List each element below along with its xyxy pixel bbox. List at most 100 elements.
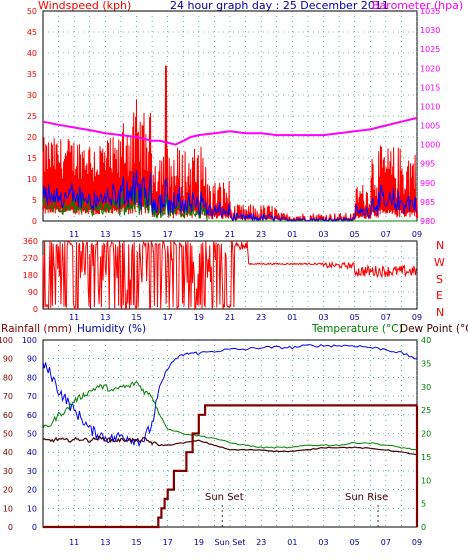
dir-x-tick-label: 05 bbox=[350, 313, 360, 322]
wind-tick-label: 50 bbox=[27, 7, 37, 16]
rain-tick-label: 80 bbox=[3, 373, 13, 382]
baro-axis-title: Barometer (hpa) bbox=[372, 0, 463, 12]
rain-tick-label: 50 bbox=[3, 430, 13, 439]
compass-e: E bbox=[436, 289, 443, 302]
baro-tick-label: 995 bbox=[420, 160, 435, 169]
baro-tick-label: 1010 bbox=[420, 102, 440, 111]
dir-x-tick-label: 11 bbox=[69, 313, 79, 322]
barometer-series bbox=[42, 116, 418, 146]
wind-x-tick-label: 19 bbox=[194, 230, 204, 239]
humidity-tick-label: 100 bbox=[22, 336, 37, 345]
rain-tick-label: 30 bbox=[3, 467, 13, 476]
dewpoint-line bbox=[42, 435, 418, 456]
humidity-axis-title: Humidity (%) bbox=[77, 323, 146, 335]
compass-n-bottom: N bbox=[436, 306, 444, 319]
wind-tick-label: 15 bbox=[27, 154, 37, 163]
wind-x-tick-label: 13 bbox=[100, 230, 110, 239]
wind-x-tick-label: 21 bbox=[225, 230, 235, 239]
temp-tick-label: 20 bbox=[421, 430, 431, 439]
wind-average-line bbox=[42, 169, 418, 223]
rain-tick-label: 60 bbox=[3, 411, 13, 420]
wind-tick-label: 30 bbox=[27, 91, 37, 100]
baro-tick-label: 990 bbox=[420, 179, 435, 188]
wind-direction-line bbox=[42, 240, 417, 311]
temp-tick-label: 35 bbox=[421, 359, 431, 368]
baro-tick-label: 1015 bbox=[420, 83, 440, 92]
temp-series-layer bbox=[42, 343, 419, 529]
temp-x-tick-label: 23 bbox=[256, 538, 266, 547]
sunrise-annotation: Sun Rise bbox=[345, 492, 388, 503]
dir-x-tick-label: 03 bbox=[318, 313, 328, 322]
temp-tick-label: 40 bbox=[421, 336, 431, 345]
temp-x-tick-label: 07 bbox=[381, 538, 391, 547]
dir-x-tick-label: 19 bbox=[194, 313, 204, 322]
baro-tick-label: 1030 bbox=[420, 26, 440, 35]
temp-x-tick-label: 05 bbox=[350, 538, 360, 547]
wind-tick-label: 45 bbox=[27, 28, 37, 37]
temp-x-tick-label: Sun Set bbox=[215, 538, 246, 547]
baro-tick-label: 1035 bbox=[420, 7, 440, 16]
dir-x-tick-label: 09 bbox=[412, 313, 422, 322]
wind-tick-label: 35 bbox=[27, 70, 37, 79]
rain-tick-label: 70 bbox=[3, 392, 13, 401]
humidity-tick-label: 0 bbox=[32, 523, 37, 532]
wind-tick-label: 10 bbox=[27, 175, 37, 184]
temperature-axis-title: Temperature (°C) bbox=[311, 323, 403, 335]
dir-tick-label: 180 bbox=[23, 271, 38, 280]
humidity-tick-label: 60 bbox=[27, 411, 37, 420]
dir-x-tick-label: 07 bbox=[381, 313, 391, 322]
temp-x-tick-label: 15 bbox=[131, 538, 141, 547]
humidity-tick-label: 10 bbox=[27, 504, 37, 513]
temp-x-tick-label: 11 bbox=[69, 538, 79, 547]
wind-x-tick-label: 23 bbox=[256, 230, 266, 239]
dir-x-tick-label: 15 bbox=[131, 313, 141, 322]
direction-series bbox=[42, 240, 417, 311]
rain-tick-label: 10 bbox=[3, 504, 13, 513]
baro-tick-label: 1000 bbox=[420, 141, 440, 150]
humidity-tick-label: 70 bbox=[27, 392, 37, 401]
rain-tick-label: 90 bbox=[3, 355, 13, 364]
wind-tick-label: 25 bbox=[27, 112, 37, 121]
dir-tick-label: 0 bbox=[33, 305, 38, 314]
compass-s: S bbox=[436, 273, 443, 286]
temp-tick-label: 10 bbox=[421, 476, 431, 485]
wind-x-tick-label: 15 bbox=[131, 230, 141, 239]
compass-w: W bbox=[434, 256, 445, 269]
wind-x-tick-label: 01 bbox=[287, 230, 297, 239]
humidity-line bbox=[42, 343, 417, 448]
wind-x-tick-label: 09 bbox=[412, 230, 422, 239]
dir-x-tick-label: 21 bbox=[225, 313, 235, 322]
humidity-tick-label: 50 bbox=[27, 430, 37, 439]
dir-tick-label: 270 bbox=[23, 254, 38, 263]
temp-x-tick-label: 01 bbox=[287, 538, 297, 547]
dir-tick-label: 90 bbox=[28, 288, 38, 297]
baro-tick-label: 1020 bbox=[420, 64, 440, 73]
temp-tick-label: 25 bbox=[421, 406, 431, 415]
wind-green-line bbox=[42, 182, 417, 222]
direction-panel bbox=[42, 240, 418, 310]
rain-tick-label: 100 bbox=[0, 336, 13, 345]
temp-tick-label: 30 bbox=[421, 383, 431, 392]
baro-tick-label: 1005 bbox=[420, 122, 440, 131]
wind-x-tick-label: 07 bbox=[381, 230, 391, 239]
wind-axis-title: Windspeed (kph) bbox=[38, 0, 131, 12]
temp-x-tick-label: 09 bbox=[412, 538, 422, 547]
wind-x-tick-label: 11 bbox=[69, 230, 79, 239]
humidity-tick-label: 90 bbox=[27, 355, 37, 364]
sunset-annotation: Sun Set bbox=[205, 492, 244, 503]
dewpoint-axis-title: Dew Point (°C) bbox=[400, 323, 468, 335]
temp-x-tick-label: 13 bbox=[100, 538, 110, 547]
humidity-tick-label: 40 bbox=[27, 448, 37, 457]
wind-tick-label: 0 bbox=[32, 217, 37, 226]
dir-x-tick-label: 23 bbox=[256, 313, 266, 322]
compass-n-top: N bbox=[436, 239, 444, 252]
temp-tick-label: 5 bbox=[421, 500, 426, 509]
rain-tick-label: 20 bbox=[3, 486, 13, 495]
rainfall-axis-title: Rainfall (mm) bbox=[1, 323, 72, 335]
wind-gust-line bbox=[42, 65, 418, 223]
barometer-line bbox=[42, 116, 418, 146]
dir-x-tick-label: 01 bbox=[287, 313, 297, 322]
dir-tick-label: 360 bbox=[23, 237, 38, 246]
